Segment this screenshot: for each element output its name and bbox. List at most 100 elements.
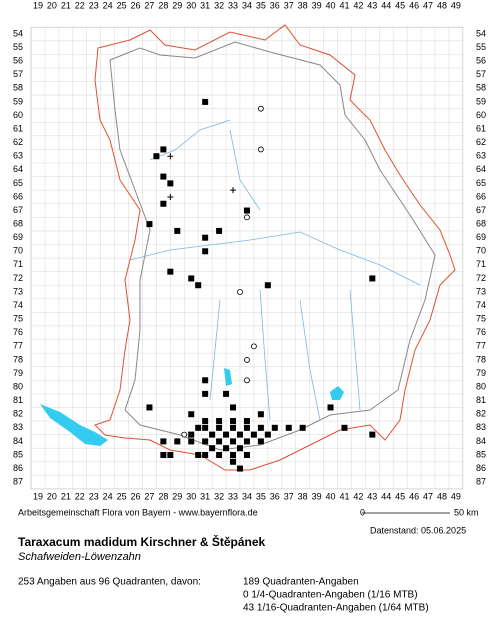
occurrence-square [195,282,202,289]
occurrence-square [230,418,237,425]
occurrence-square [223,390,230,397]
occurrence-square [230,404,237,411]
occurrence-circle [244,214,250,221]
column-label: 23 [89,491,99,501]
row-label: 82 [13,409,23,419]
row-label: 56 [476,56,486,66]
occurrence-square [369,275,376,282]
lake-bodensee [40,404,108,446]
row-label: 54 [476,28,486,38]
occurrence-square [195,451,202,458]
row-label: 62 [476,137,486,147]
occurrence-square [264,431,271,438]
row-label: 83 [476,422,486,432]
occurrence-square [188,431,195,438]
occurrence-square [188,411,195,418]
column-label: 31 [200,491,210,501]
column-label: 40 [326,491,336,501]
row-label: 58 [476,83,486,93]
source: Arbeitsgemeinschaft Flora von Bayern - w… [18,507,258,517]
row-label: 70 [476,246,486,256]
row-label: 71 [13,259,23,269]
row-label: 85 [13,449,23,459]
column-label: 20 [47,491,57,501]
occurrence-square [230,458,237,465]
column-label: 34 [242,491,252,501]
column-label: 24 [103,491,113,501]
occurrence-circle [244,377,250,384]
column-label: 38 [298,491,308,501]
row-label: 77 [476,341,486,351]
occurrence-square [216,451,223,458]
occurrence-square [216,424,223,431]
occurrence-square [202,424,209,431]
column-label: 27 [144,0,154,10]
column-label: 23 [89,0,99,10]
occurrence-square [236,465,243,472]
occurrence-square [167,451,174,458]
occurrence-square [202,234,209,241]
occurrence-square [167,180,174,187]
column-label: 35 [256,0,266,10]
column-label: 32 [214,491,224,501]
region-border [109,41,436,451]
occurrence-square [146,404,153,411]
occurrence-square [216,227,223,234]
column-label: 25 [117,491,127,501]
occurrence-square [236,431,243,438]
row-label: 68 [476,218,486,228]
column-label: 30 [186,491,196,501]
row-label: 58 [13,83,23,93]
occurrence-square [202,438,209,445]
column-label: 41 [339,0,349,10]
column-label: 29 [172,0,182,10]
row-label: 74 [13,300,23,310]
row-label: 67 [476,205,486,215]
column-label: 46 [409,491,419,501]
occurrence-square [299,424,306,431]
occurrence-circle [244,357,250,363]
occurrence-square [257,411,264,418]
occurrence-square [250,431,257,438]
row-label: 87 [13,477,23,487]
occurrence-circle [251,343,257,350]
occurrence-square [369,431,376,438]
column-label: 48 [437,0,447,10]
occurrence-square [160,451,167,458]
column-label: 26 [131,491,141,501]
row-label: 78 [13,354,23,364]
column-label: 28 [158,491,168,501]
occurrence-square [230,438,237,445]
row-label: 81 [13,395,23,405]
row-label: 73 [13,286,23,296]
occurrence-square [167,268,174,275]
occurrence-square [216,418,223,425]
column-label: 36 [270,491,280,501]
row-label: 79 [476,368,486,378]
row-label: 74 [476,300,486,310]
row-label: 75 [13,314,23,324]
column-label: 21 [61,491,71,501]
column-label: 48 [437,491,447,501]
detail: 189 Quadranten-Angaben [243,577,359,588]
row-label: 80 [476,381,486,391]
occurrence-square [243,207,250,214]
occurrence-plus [167,153,174,160]
markers [146,98,376,472]
outer-border [94,24,456,471]
occurrence-square [202,98,209,105]
column-label: 43 [367,0,377,10]
row-label: 84 [476,436,486,446]
row-label: 54 [13,28,23,38]
grid-frame [30,26,464,490]
column-label: 33 [228,0,238,10]
column-label: 30 [186,0,196,10]
row-label: 79 [13,368,23,378]
row-label: 67 [13,205,23,215]
occurrence-square [257,424,264,431]
occurrence-square [257,438,264,445]
scale-start: 0 [360,507,365,517]
row-label: 75 [476,314,486,324]
row-label: 66 [476,191,486,201]
